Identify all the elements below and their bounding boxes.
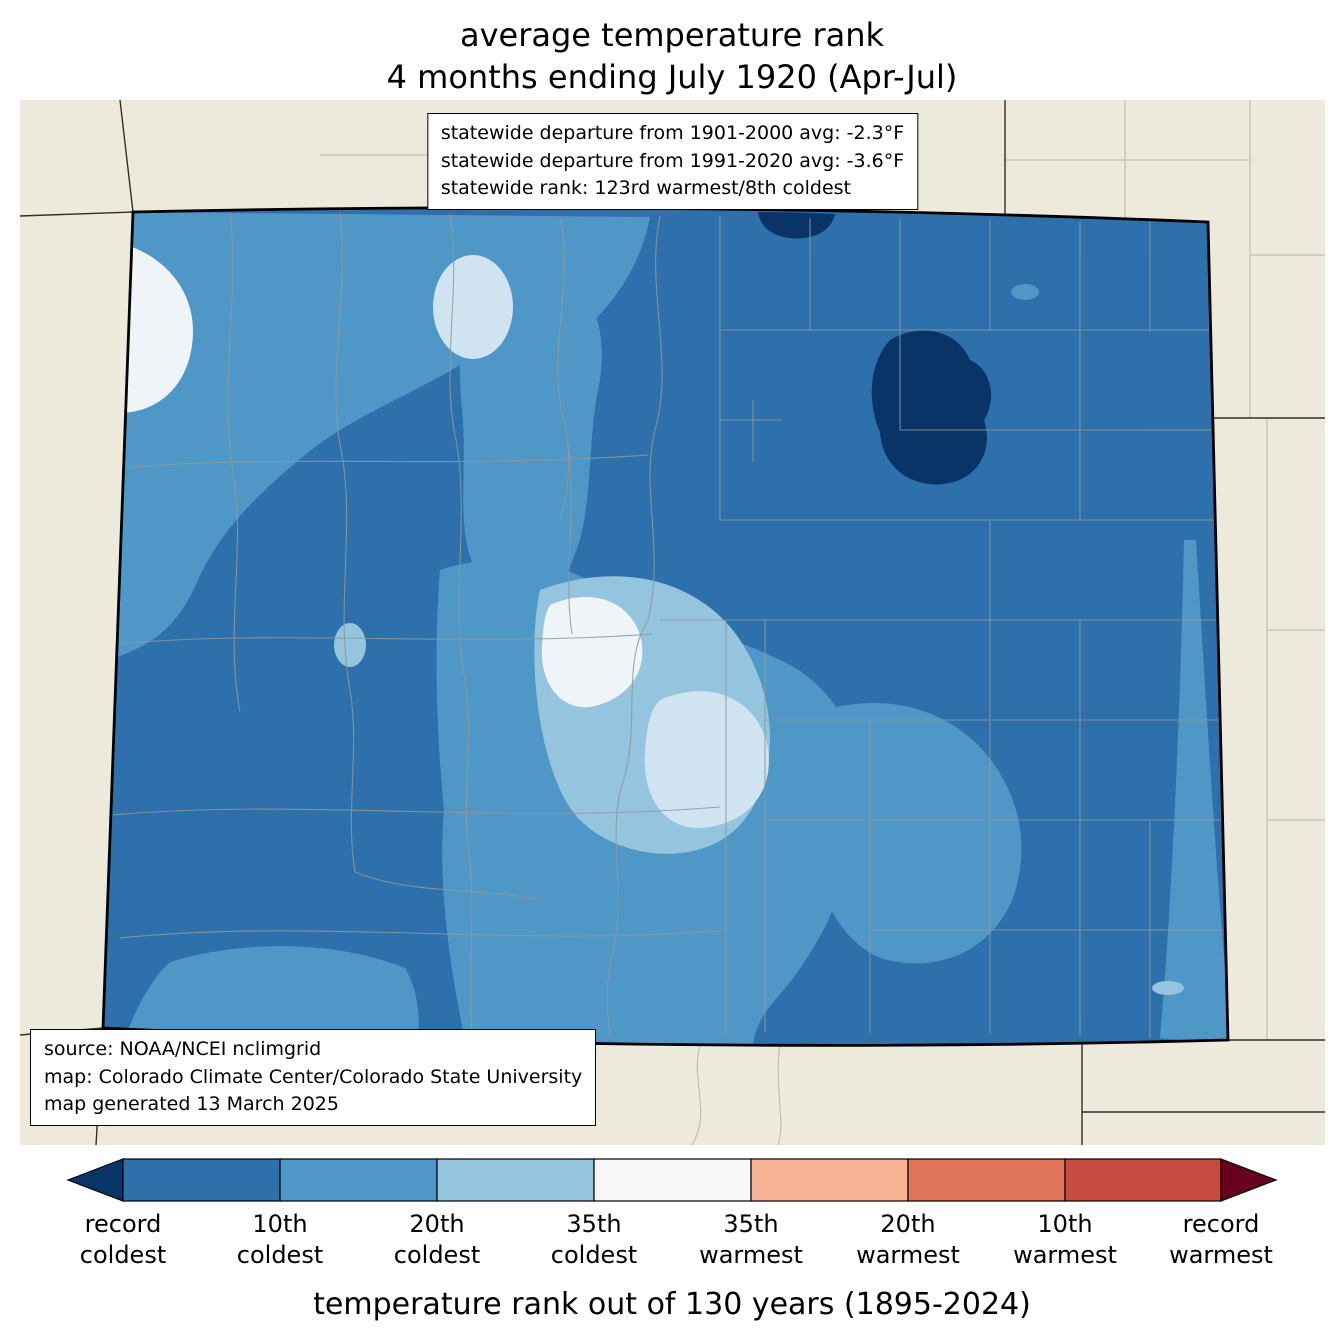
label-text: 35th (723, 1210, 779, 1238)
colorbar-segment (1064, 1158, 1222, 1202)
source-line-3: map generated 13 March 2025 (44, 1093, 339, 1116)
colorbar-label-10th-warmest: 10th warmest (1013, 1209, 1117, 1270)
label-text: 10th (1037, 1210, 1093, 1238)
region-record-coldest-blob (871, 330, 992, 485)
label-text: record (1182, 1210, 1260, 1238)
label-text: warmest (1169, 1240, 1273, 1269)
colorbar-label-record-warmest: record warmest (1169, 1209, 1273, 1270)
map-area: statewide departure from 1901-2000 avg: … (20, 100, 1325, 1145)
colorbar-segment (907, 1158, 1066, 1202)
colorbar-label-20th-coldest: 20th coldest (394, 1209, 480, 1270)
colorbar-segment (593, 1158, 752, 1202)
title-line-1: average temperature rank (459, 16, 885, 54)
source-line-2: map: Colorado Climate Center/Colorado St… (44, 1065, 583, 1088)
colorbar-segment (436, 1158, 595, 1202)
label-text: 20th (880, 1210, 936, 1238)
region-se-light (806, 702, 1022, 964)
label-text: 35th (566, 1210, 622, 1238)
colorbar-label-record-coldest: record coldest (80, 1209, 166, 1270)
colorado-map-svg (20, 100, 1325, 1145)
label-text: 20th (409, 1210, 465, 1238)
colorbar-caption: temperature rank out of 130 years (1895-… (313, 1287, 1031, 1322)
region-center-pale-patch (644, 691, 769, 828)
label-text: warmest (699, 1240, 803, 1269)
region-small-dot-west (334, 623, 366, 667)
label-text: record (84, 1210, 162, 1238)
region-east-strip-light (1160, 540, 1228, 1045)
temperature-regions (103, 207, 1228, 1046)
label-text: coldest (79, 1240, 167, 1269)
colorbar-segment (750, 1158, 909, 1202)
colorbar-svg (66, 1158, 1278, 1202)
colorbar-labels: record coldest 10th coldest 20th coldest… (66, 1203, 1278, 1285)
figure-title: average temperature rank 4 months ending… (0, 0, 1344, 100)
region-small-dot-ne (1011, 284, 1039, 300)
title-line-2: 4 months ending July 1920 (Apr-Jul) (386, 58, 958, 97)
colorbar-label-35th-coldest: 35th coldest (551, 1209, 637, 1270)
colorbar-segment (279, 1158, 438, 1202)
source-box: source: NOAA/NCEI nclimgrid map: Colorad… (30, 1029, 597, 1126)
colorbar-left-arrow (66, 1158, 124, 1202)
stats-line-2: statewide departure from 1991-2020 avg: … (440, 149, 905, 172)
colorbar: record coldest 10th coldest 20th coldest… (66, 1157, 1278, 1285)
label-text: warmest (856, 1240, 960, 1269)
stats-line-1: statewide departure from 1901-2000 avg: … (440, 122, 905, 144)
label-text: coldest (236, 1240, 324, 1269)
region-record-coldest-notch (758, 212, 835, 239)
source-line-1: source: NOAA/NCEI nclimgrid (44, 1038, 322, 1061)
label-text: 10th (252, 1210, 308, 1238)
region-bottom-left-light (128, 946, 419, 1038)
colorbar-label-35th-warmest: 35th warmest (699, 1209, 803, 1270)
region-nw-pale-ellipse (433, 255, 513, 359)
label-text: coldest (550, 1240, 638, 1269)
region-center-white-patch (541, 596, 643, 708)
colorbar-label-20th-warmest: 20th warmest (856, 1209, 960, 1270)
county-boundaries (104, 211, 1225, 1038)
label-text: warmest (1013, 1240, 1117, 1269)
stats-box: statewide departure from 1901-2000 avg: … (426, 113, 919, 210)
colorbar-segment (122, 1158, 281, 1202)
region-small-dot-se (1152, 981, 1184, 995)
colorbar-right-arrow (1220, 1158, 1278, 1202)
stats-line-3: statewide rank: 123rd warmest/8th coldes… (440, 177, 852, 200)
label-text: coldest (393, 1240, 481, 1269)
colorbar-label-10th-coldest: 10th coldest (237, 1209, 323, 1270)
